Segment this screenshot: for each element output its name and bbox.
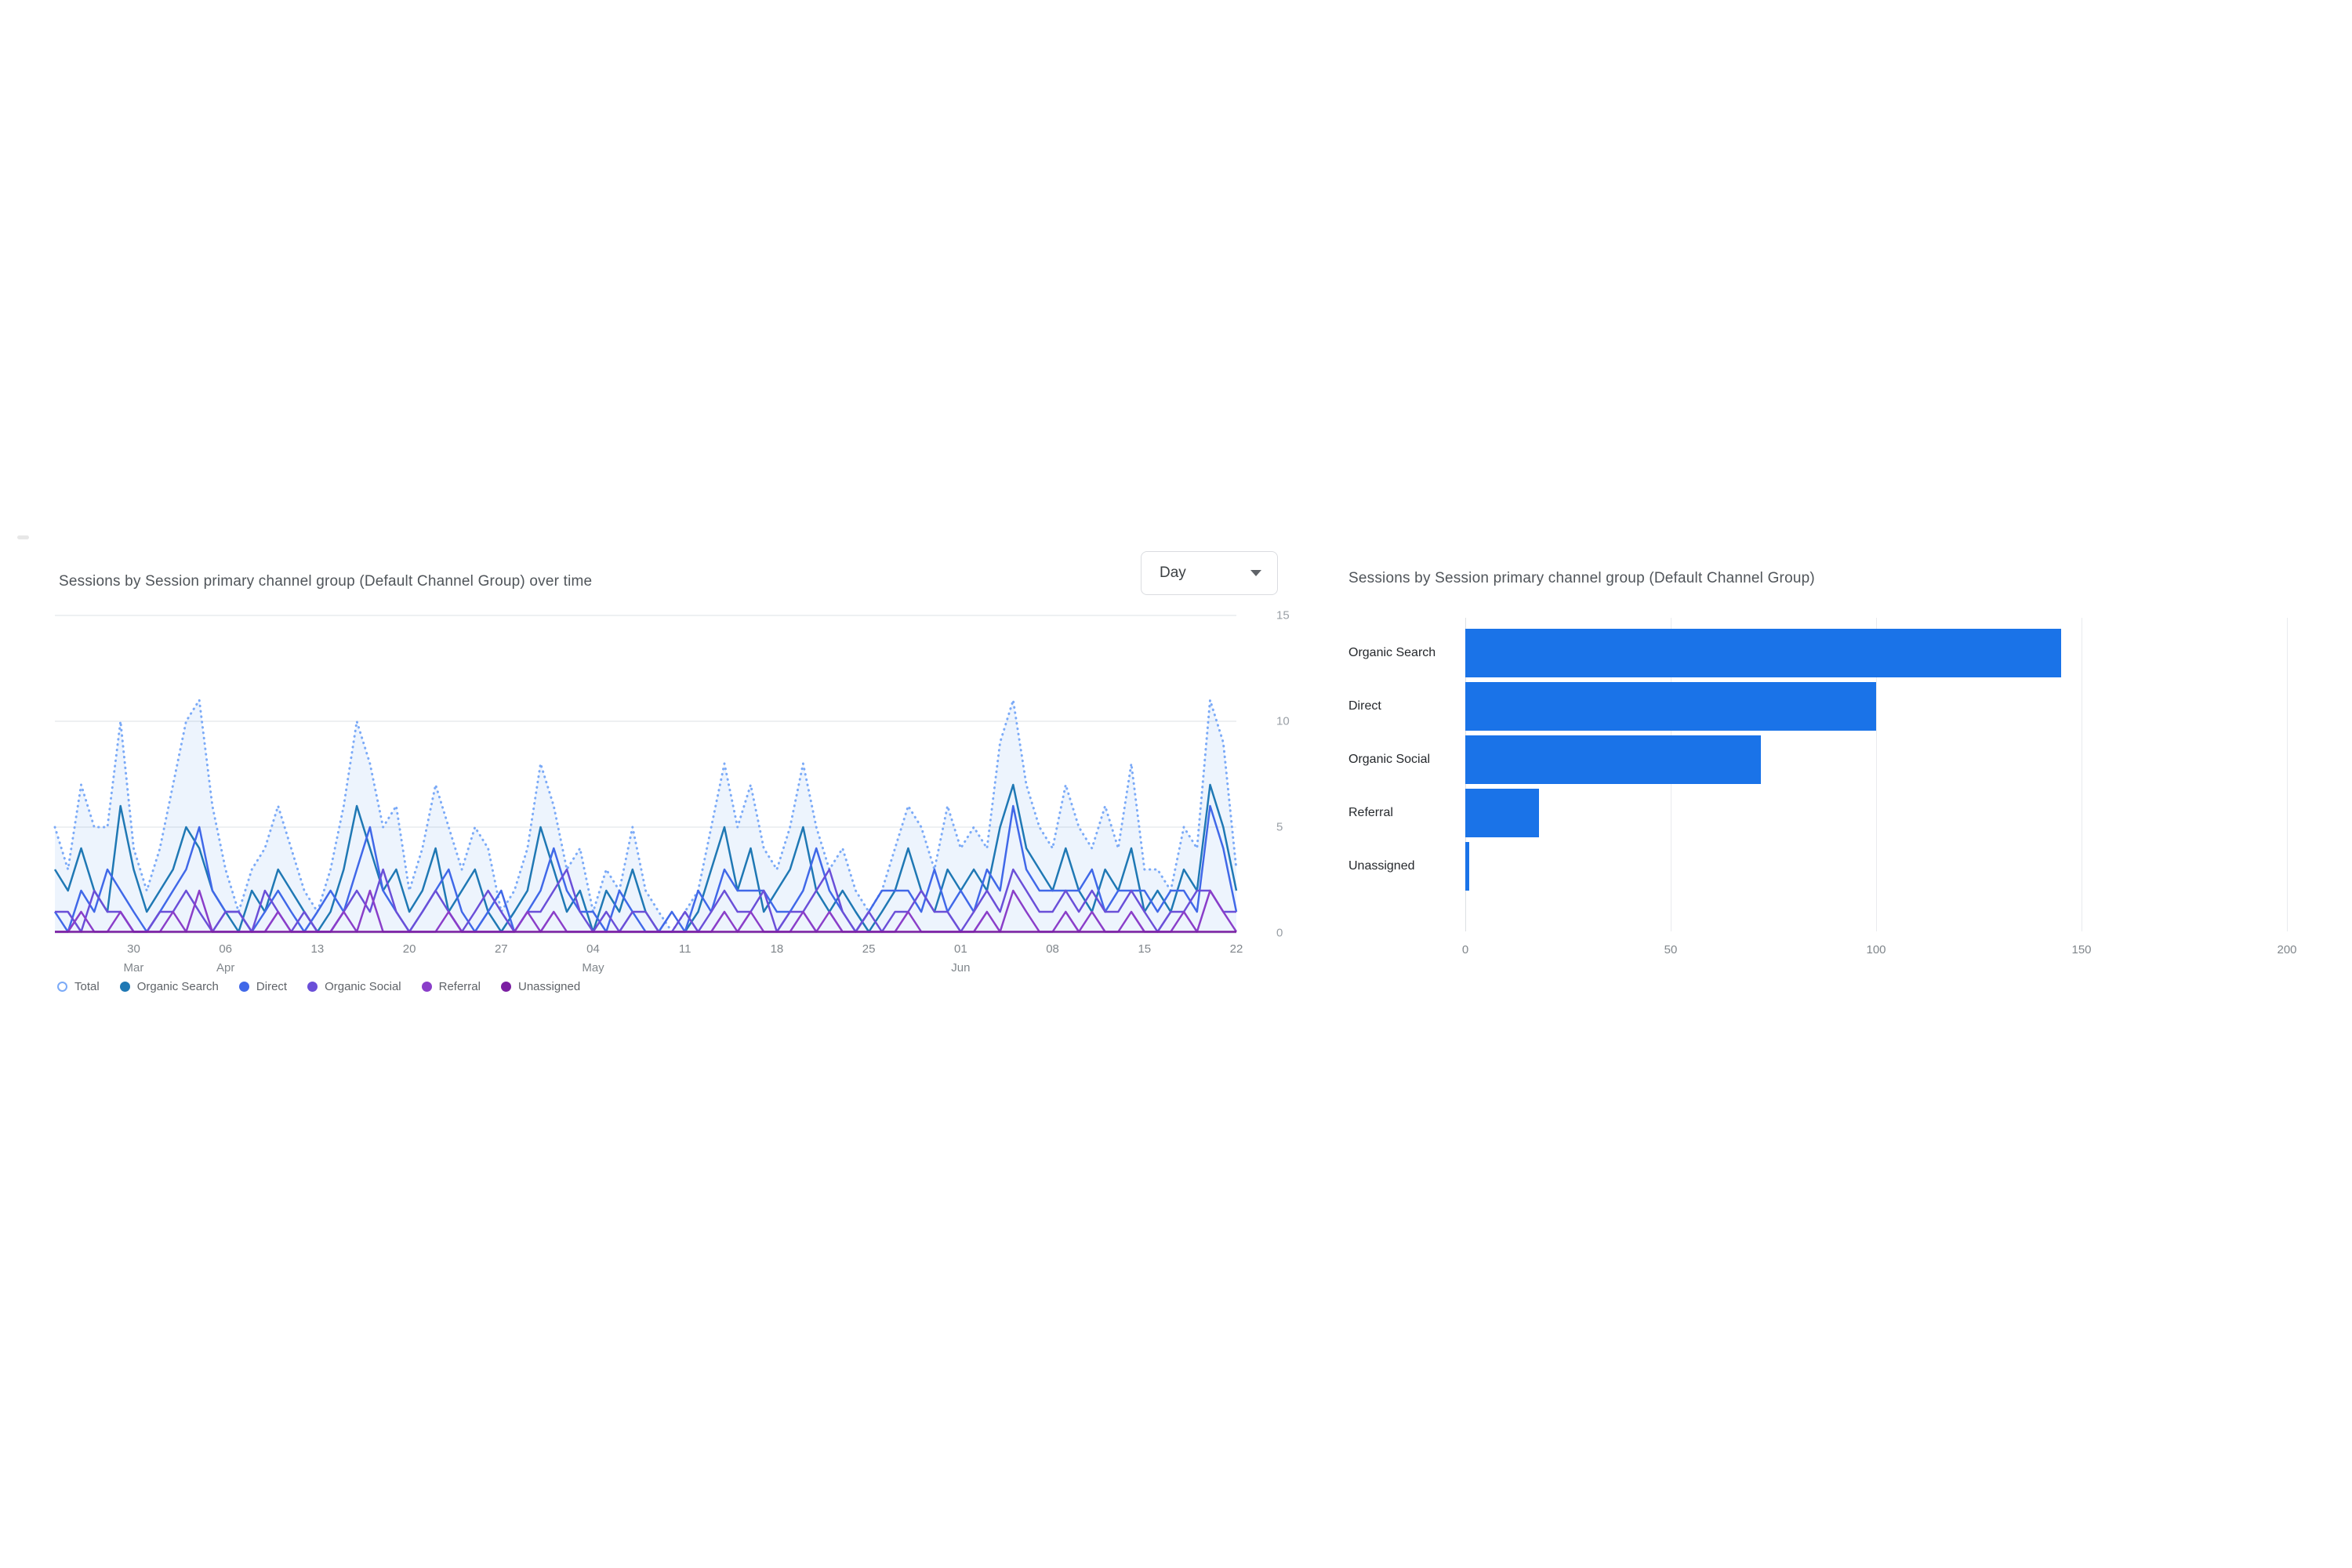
legend-item-unassigned[interactable]: Unassigned [500,980,581,993]
total-area-fill [55,700,1236,933]
bar-unassigned[interactable] [1465,842,1470,891]
line-chart-plot[interactable] [53,615,1238,934]
x-tick-month-label: May [582,961,604,975]
x-tick-label: 150 [2071,943,2092,956]
x-tick-day-label: 01 [954,942,967,956]
legend-dot-icon [421,982,432,992]
legend-label: Total [74,980,100,993]
x-tick-day-label: 11 [678,942,691,956]
x-tick-label: 200 [2277,943,2297,956]
x-tick-label: 0 [1461,943,1469,956]
legend-label: Organic Search [136,980,219,993]
bar-category-label: Direct [1348,699,1381,713]
x-tick-day-label: 22 [1229,942,1243,956]
x-tick-label: 100 [1866,943,1886,956]
legend-label: Unassigned [517,980,581,993]
bar-organic-search[interactable] [1465,629,2061,677]
bar-category-label: Unassigned [1348,859,1415,873]
legend-item-referral[interactable]: Referral [421,980,481,993]
caret-down-icon [1250,570,1261,576]
x-tick-day-label: 25 [862,942,876,956]
bar-category-label: Referral [1348,806,1393,819]
x-tick-day-label: 20 [402,942,416,956]
stray-tick-mark [17,535,29,539]
legend-item-total[interactable]: Total [57,980,100,993]
gridline [2287,618,2288,931]
bar-category-label: Organic Social [1348,753,1431,766]
legend-dot-icon [500,982,511,992]
series-line-total [53,699,1238,933]
x-tick-day-label: 27 [494,942,508,956]
bar-direct[interactable] [1465,682,1876,731]
legend-item-direct[interactable]: Direct [238,980,288,993]
line-chart-legend: Total Organic Search Direct Organic Social R… [57,980,580,993]
x-tick-day-label: 15 [1138,942,1152,956]
x-tick-label: 50 [1664,943,1678,956]
y-tick-label: 5 [1276,820,1283,834]
legend-item-organic-search[interactable]: Organic Search [119,980,219,993]
gridline [1876,618,1877,931]
x-tick-day-label: 13 [310,942,325,956]
bar-organic-social[interactable] [1465,735,1762,784]
line-chart-title: Sessions by Session primary channel grou… [59,573,593,590]
legend-label: Referral [438,980,481,993]
granularity-dropdown[interactable]: Day [1141,551,1278,595]
x-tick-day-label: 08 [1046,942,1059,956]
legend-label: Direct [256,980,288,993]
bar-category-label: Organic Search [1348,646,1436,659]
legend-dot-icon [307,982,318,992]
legend-dot-icon [119,982,130,992]
y-tick-label: 10 [1276,714,1290,728]
x-tick-day-label: 18 [770,942,784,956]
x-tick-month-label: Jun [951,961,971,975]
x-tick-day-label: 30 [127,942,140,956]
bar-referral[interactable] [1465,789,1540,837]
legend-label: Organic Social [325,980,401,993]
bar-chart-title: Sessions by Session primary channel grou… [1348,570,1815,586]
y-tick-label: 15 [1276,608,1290,622]
legend-item-organic-social[interactable]: Organic Social [307,980,401,993]
x-tick-day-label: 06 [219,942,233,956]
x-tick-day-label: 04 [586,942,600,956]
granularity-dropdown-value: Day [1160,564,1186,581]
legend-dot-icon [238,982,249,992]
x-tick-month-label: Mar [123,961,144,975]
legend-dot-icon [57,982,67,992]
x-tick-month-label: Apr [216,961,235,975]
y-tick-label: 0 [1276,926,1283,940]
